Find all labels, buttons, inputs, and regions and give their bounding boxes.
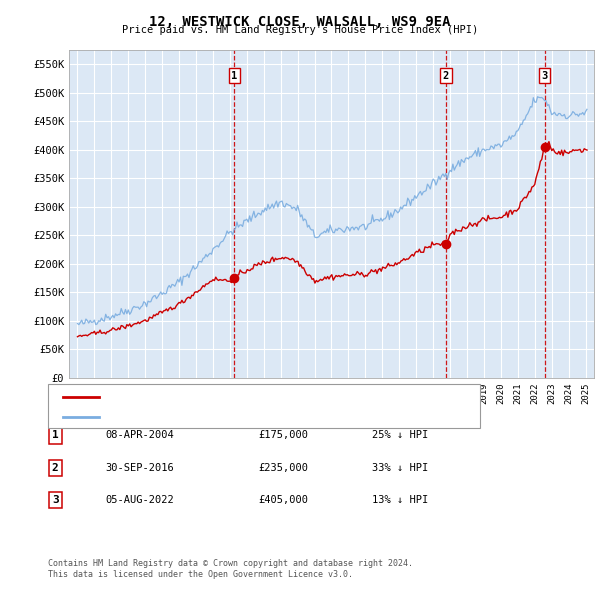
Text: 1: 1: [232, 71, 238, 81]
Text: This data is licensed under the Open Government Licence v3.0.: This data is licensed under the Open Gov…: [48, 571, 353, 579]
Text: 1: 1: [52, 431, 59, 440]
Text: Contains HM Land Registry data © Crown copyright and database right 2024.: Contains HM Land Registry data © Crown c…: [48, 559, 413, 568]
Text: 3: 3: [542, 71, 548, 81]
Text: 2: 2: [443, 71, 449, 81]
Text: 08-APR-2004: 08-APR-2004: [105, 431, 174, 440]
Text: £405,000: £405,000: [258, 496, 308, 505]
Text: £235,000: £235,000: [258, 463, 308, 473]
Text: 33% ↓ HPI: 33% ↓ HPI: [372, 463, 428, 473]
Text: 3: 3: [52, 496, 59, 505]
Text: HPI: Average price, detached house, Lichfield: HPI: Average price, detached house, Lich…: [105, 412, 370, 422]
Text: 25% ↓ HPI: 25% ↓ HPI: [372, 431, 428, 440]
Text: £175,000: £175,000: [258, 431, 308, 440]
Text: 12, WESTWICK CLOSE, WALSALL, WS9 9EA (detached house): 12, WESTWICK CLOSE, WALSALL, WS9 9EA (de…: [105, 392, 416, 402]
Text: 12, WESTWICK CLOSE, WALSALL, WS9 9EA: 12, WESTWICK CLOSE, WALSALL, WS9 9EA: [149, 15, 451, 29]
Text: 05-AUG-2022: 05-AUG-2022: [105, 496, 174, 505]
Text: 2: 2: [52, 463, 59, 473]
Text: Price paid vs. HM Land Registry's House Price Index (HPI): Price paid vs. HM Land Registry's House …: [122, 25, 478, 35]
Text: 13% ↓ HPI: 13% ↓ HPI: [372, 496, 428, 505]
Text: 30-SEP-2016: 30-SEP-2016: [105, 463, 174, 473]
